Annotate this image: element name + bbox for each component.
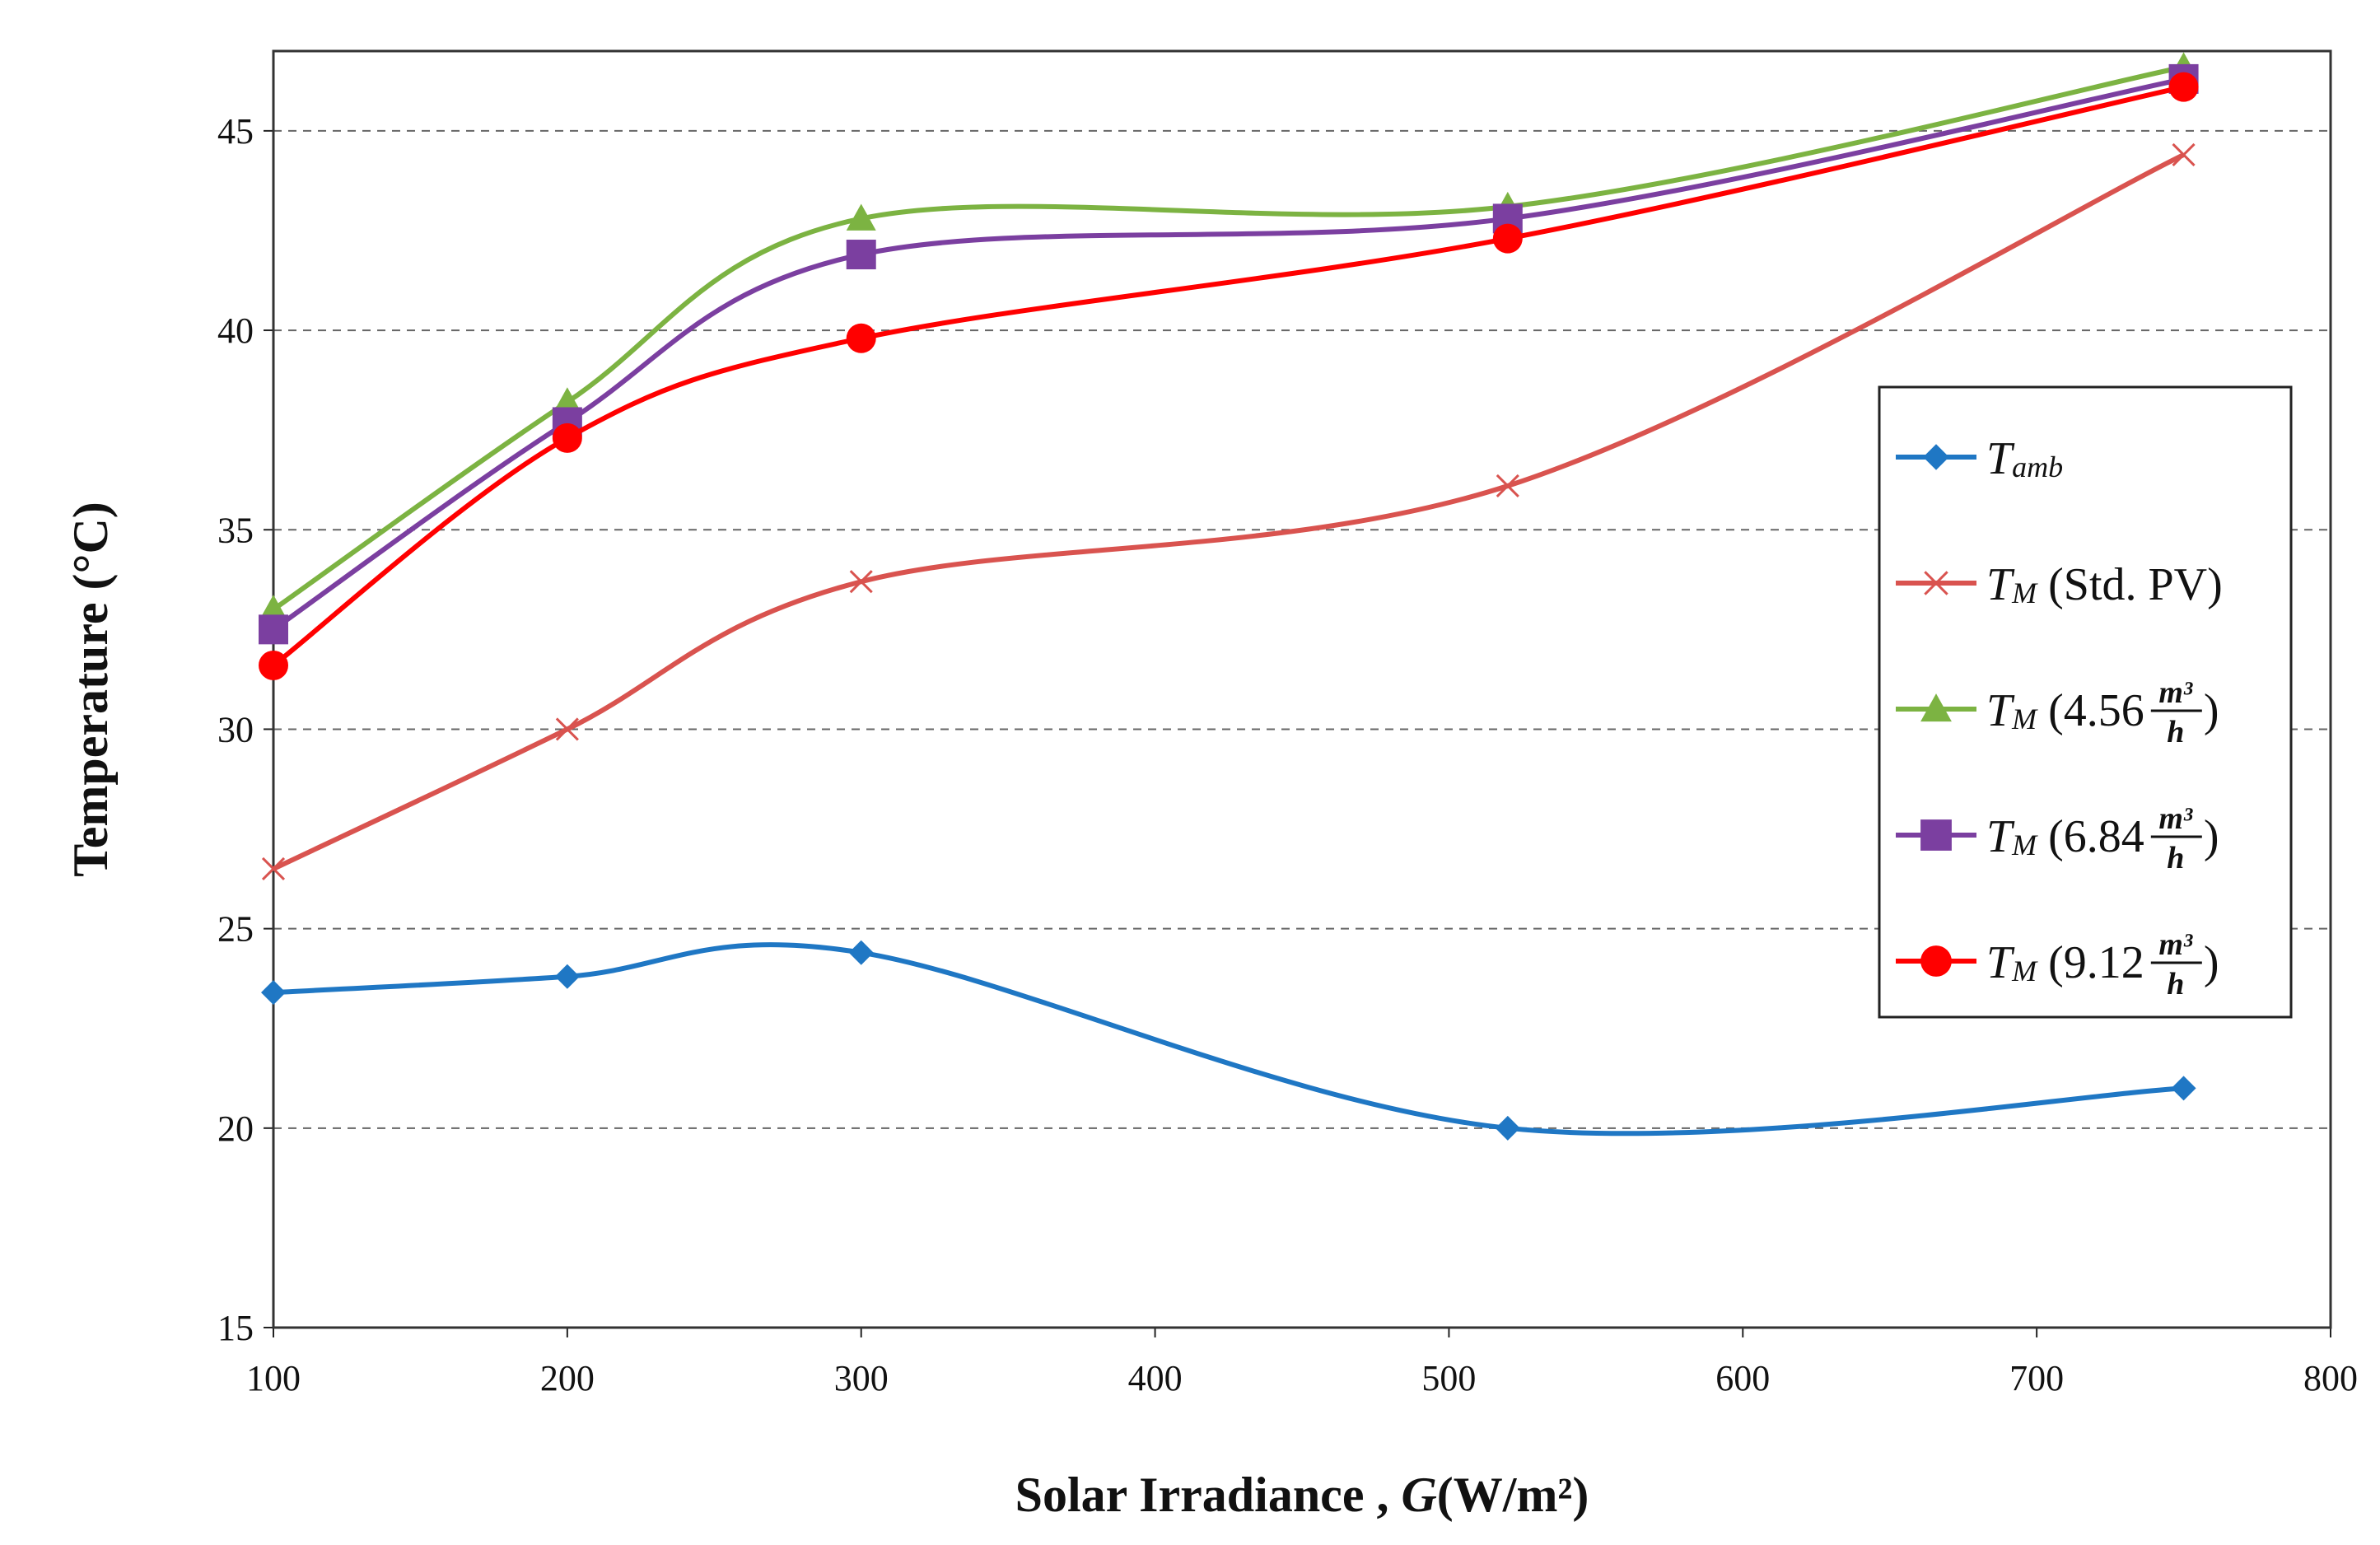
axes [264,49,2332,1337]
legend-subscript: amb [2012,450,2063,483]
legend-frac-num-2: m³ [2158,675,2193,710]
x-tick-label-600: 600 [1715,1358,1770,1398]
legend-swatch-marker-1 [1924,571,1948,595]
x-tick-labels: 100 200 300 400 500 600 700 800 [246,1358,2358,1398]
y-axis-title: Temperature (°C) [63,502,118,877]
y-tick-labels: 15 20 25 30 35 40 45 [217,111,254,1348]
series-1-point-4-b [2172,142,2196,166]
legend-label-2: TM (4.56 [1986,685,2144,736]
series-1-point-1-b [555,717,579,741]
legend-symbol: T [1986,937,2015,988]
legend-item-0: Tamb [1896,433,2063,484]
legend-close-4: ) [2204,937,2219,988]
series-4-point-2 [846,323,876,353]
legend-symbol: T [1986,685,2015,736]
x-tick-label-200: 200 [540,1358,595,1398]
x-axis-title: Solar Irradiance , G(W/m²) [1015,1468,1589,1522]
series-0 [261,940,2196,1141]
series-0-point-2 [848,940,874,965]
series-4-point-0 [259,650,288,680]
legend-frac-num-4: m³ [2158,927,2193,962]
series-4-point-3 [1492,223,1523,254]
legend-label-0: Tamb [1986,433,2063,484]
legend-frac-den-2: h [2167,715,2184,749]
x-tick-label-100: 100 [246,1358,301,1398]
series-line-1 [272,152,2185,871]
legend-close-3: ) [2204,811,2219,862]
series-4-point-4 [2168,72,2199,102]
legend-item-2: TM (4.56 m³ h) [1896,675,2219,749]
y-tick-label-25: 25 [217,909,254,950]
legend-item-3: TM (6.84 m³ h) [1896,801,2219,875]
series-line-2 [272,64,2185,612]
legend-swatch-marker-3 [1920,819,1952,851]
series-4 [259,72,2199,680]
legend-label-1: TM (Std. PV) [1986,559,2223,610]
series-1-point-4 [2172,142,2196,166]
series-4-point-1 [552,422,582,453]
series-3-point-2 [846,240,876,270]
legend-subscript: M [2011,955,2038,987]
legend-subscript: M [2011,576,2038,609]
x-tick-label-500: 500 [1421,1358,1476,1398]
legend-symbol: T [1986,811,2015,862]
legend-swatch-marker-4 [1920,945,1952,977]
legend-suffix: (4.56 [2037,685,2144,736]
y-tick-label-20: 20 [217,1109,254,1149]
series-group [259,52,2199,1141]
legend-item-4: TM (9.12 m³ h) [1896,927,2219,1001]
series-2-point-2 [846,203,876,231]
series-1-point-3-b [1496,474,1519,498]
x-tick-label-700: 700 [2009,1358,2064,1398]
legend-swatch-marker-0 [1923,444,1949,470]
series-1-point-0-b [261,857,286,881]
y-tick-label-35: 35 [217,510,254,550]
x-title-unit: (W/m²) [1437,1468,1589,1522]
legend-swatch-marker-1-b [1924,571,1948,595]
y-tick-label-40: 40 [217,310,254,351]
x-tick-label-400: 400 [1128,1358,1183,1398]
legend-box [1878,385,2293,1019]
legend-label-4: TM (9.12 [1986,937,2144,988]
legend-subscript: M [2011,829,2038,861]
series-0-point-1 [554,964,580,989]
legend-item-1: TM (Std. PV) [1896,559,2223,610]
legend-suffix: (6.84 [2037,811,2144,862]
series-line-4 [272,84,2185,668]
x-title-var: G [1401,1468,1436,1522]
legend-close-2: ) [2204,685,2219,736]
y-tick-label-15: 15 [217,1308,254,1348]
legend-swatch-marker-2 [1920,693,1952,722]
y-tick-label-30: 30 [217,709,254,749]
legend-frac-num-3: m³ [2158,801,2193,836]
series-1-point-2 [849,570,873,594]
x-title-main: Solar Irradiance , [1015,1468,1402,1522]
legend-suffix: (9.12 [2037,937,2144,988]
series-0-point-4 [2171,1076,2196,1101]
series-3-point-0 [259,614,288,645]
plot-frame [272,49,2332,1329]
series-1-point-0 [261,857,286,881]
legend-frac-den-3: h [2167,841,2184,875]
series-line-3 [272,76,2185,632]
y-tick-label-45: 45 [217,111,254,152]
x-tick-label-800: 800 [2303,1358,2358,1398]
legend-subscript: M [2011,702,2038,735]
legend-symbol: T [1986,559,2015,610]
legend-label-3: TM (6.84 [1986,811,2144,862]
series-0-point-3 [1495,1115,1520,1141]
series-1-point-3 [1496,474,1519,498]
series-1-point-1 [555,717,579,741]
legend-symbol: T [1986,433,2015,484]
series-0-point-0 [261,980,286,1006]
legend-suffix: (Std. PV) [2037,559,2223,610]
series-1-point-2-b [849,570,873,594]
series-line-0 [273,942,2184,1137]
series-1 [261,142,2196,881]
x-tick-label-300: 300 [834,1358,889,1398]
legend-frac-den-4: h [2167,967,2184,1001]
